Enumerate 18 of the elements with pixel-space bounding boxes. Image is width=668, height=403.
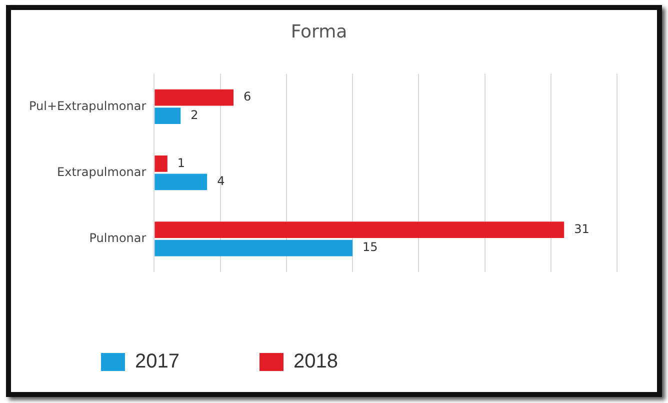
data-label: 4 bbox=[217, 174, 225, 188]
data-label: 1 bbox=[177, 156, 186, 170]
bar bbox=[154, 156, 168, 172]
bar bbox=[154, 108, 181, 124]
y-tick-label: Pulmonar bbox=[89, 231, 146, 246]
bar bbox=[154, 174, 208, 190]
legend-label: 2018 bbox=[293, 350, 338, 373]
y-tick-label: Pul+Extrapulmonar bbox=[28, 98, 146, 113]
bar bbox=[154, 222, 564, 238]
data-label: 31 bbox=[574, 222, 590, 236]
legend-label: 2017 bbox=[135, 350, 180, 373]
bar bbox=[154, 240, 353, 256]
data-label: 6 bbox=[244, 90, 252, 104]
chart-title: Forma bbox=[290, 21, 348, 42]
data-label: 15 bbox=[362, 240, 378, 254]
y-tick-label: Extrapulmonar bbox=[57, 164, 146, 179]
bar bbox=[154, 89, 234, 106]
data-label: 2 bbox=[190, 108, 198, 122]
